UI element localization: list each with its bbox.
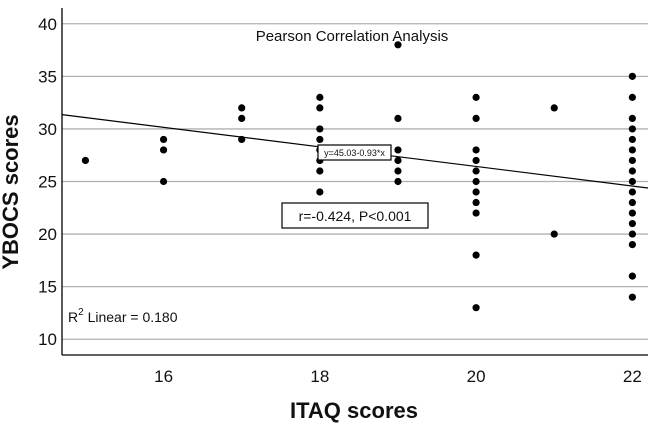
data-point bbox=[472, 209, 480, 217]
data-point bbox=[316, 93, 324, 101]
data-point bbox=[238, 104, 246, 112]
data-point bbox=[550, 230, 558, 238]
r-squared-rest: Linear = 0.180 bbox=[84, 309, 178, 325]
data-point bbox=[316, 104, 324, 112]
data-point bbox=[394, 177, 402, 186]
axes bbox=[61, 8, 648, 356]
data-point bbox=[628, 188, 636, 196]
x-tick-label-20: 20 bbox=[467, 367, 486, 386]
y-tick-label-35: 35 bbox=[38, 67, 57, 86]
data-point bbox=[550, 104, 558, 112]
data-point bbox=[472, 167, 480, 175]
data-point bbox=[472, 114, 480, 123]
data-point bbox=[628, 272, 636, 280]
data-point bbox=[81, 156, 90, 165]
x-tick-label-22: 22 bbox=[623, 367, 642, 386]
data-points bbox=[81, 41, 636, 312]
x-tick-label-16: 16 bbox=[154, 367, 173, 386]
data-point bbox=[628, 219, 636, 228]
data-point bbox=[628, 114, 636, 123]
y-tick-label-25: 25 bbox=[38, 173, 57, 192]
y-tick-label-40: 40 bbox=[38, 15, 57, 34]
data-point bbox=[159, 177, 168, 186]
data-point bbox=[472, 93, 480, 101]
x-tick-label-18: 18 bbox=[310, 367, 329, 386]
data-point bbox=[628, 167, 636, 175]
data-point bbox=[316, 188, 324, 196]
data-point bbox=[628, 177, 636, 186]
data-point bbox=[394, 114, 402, 123]
y-axis-title: YBOCS scores bbox=[0, 114, 23, 269]
chart-title: Pearson Correlation Analysis bbox=[256, 28, 449, 45]
data-point bbox=[628, 230, 636, 238]
y-tick-label-15: 15 bbox=[38, 278, 57, 297]
data-point bbox=[394, 156, 402, 165]
stats-box: r=-0.424, P<0.001 bbox=[281, 202, 429, 229]
stats-label: r=-0.424, P<0.001 bbox=[299, 208, 412, 224]
data-point bbox=[628, 209, 636, 217]
fit-equation-label: y=45.03-0.93*x bbox=[324, 148, 385, 158]
data-point bbox=[628, 146, 636, 154]
y-tick-label-20: 20 bbox=[38, 225, 57, 244]
r-squared-label: R2 Linear = 0.180 bbox=[68, 307, 178, 325]
data-point bbox=[472, 156, 480, 165]
data-point bbox=[628, 72, 636, 80]
y-tick-labels: 10 15 20 25 30 35 40 bbox=[38, 15, 57, 349]
data-point bbox=[628, 198, 636, 207]
data-point bbox=[628, 125, 636, 133]
grid-lines bbox=[62, 23, 648, 340]
data-point bbox=[628, 93, 636, 101]
data-point bbox=[394, 41, 402, 49]
y-tick-label-10: 10 bbox=[38, 330, 57, 349]
data-point bbox=[472, 177, 480, 186]
data-point bbox=[628, 240, 636, 249]
fit-equation-box: y=45.03-0.93*x bbox=[317, 144, 392, 161]
data-point bbox=[472, 251, 480, 259]
r-squared-r: R bbox=[68, 309, 78, 325]
data-point bbox=[628, 156, 636, 165]
x-axis-title: ITAQ scores bbox=[290, 398, 418, 423]
data-point bbox=[316, 135, 324, 144]
data-point bbox=[472, 146, 480, 154]
data-point bbox=[316, 125, 324, 133]
data-point bbox=[238, 135, 246, 144]
data-point bbox=[316, 167, 324, 175]
data-point bbox=[238, 114, 246, 123]
data-point bbox=[159, 135, 168, 144]
data-point bbox=[472, 198, 480, 207]
r-squared-superscript: 2 bbox=[78, 307, 84, 318]
data-point bbox=[472, 188, 480, 196]
data-point bbox=[394, 146, 402, 154]
data-point bbox=[472, 304, 480, 312]
x-tick-labels: 16 18 20 22 bbox=[154, 367, 642, 386]
data-point bbox=[628, 135, 636, 144]
y-tick-label-30: 30 bbox=[38, 120, 57, 139]
data-point bbox=[394, 167, 402, 175]
data-point bbox=[628, 293, 636, 301]
data-point bbox=[159, 146, 168, 154]
